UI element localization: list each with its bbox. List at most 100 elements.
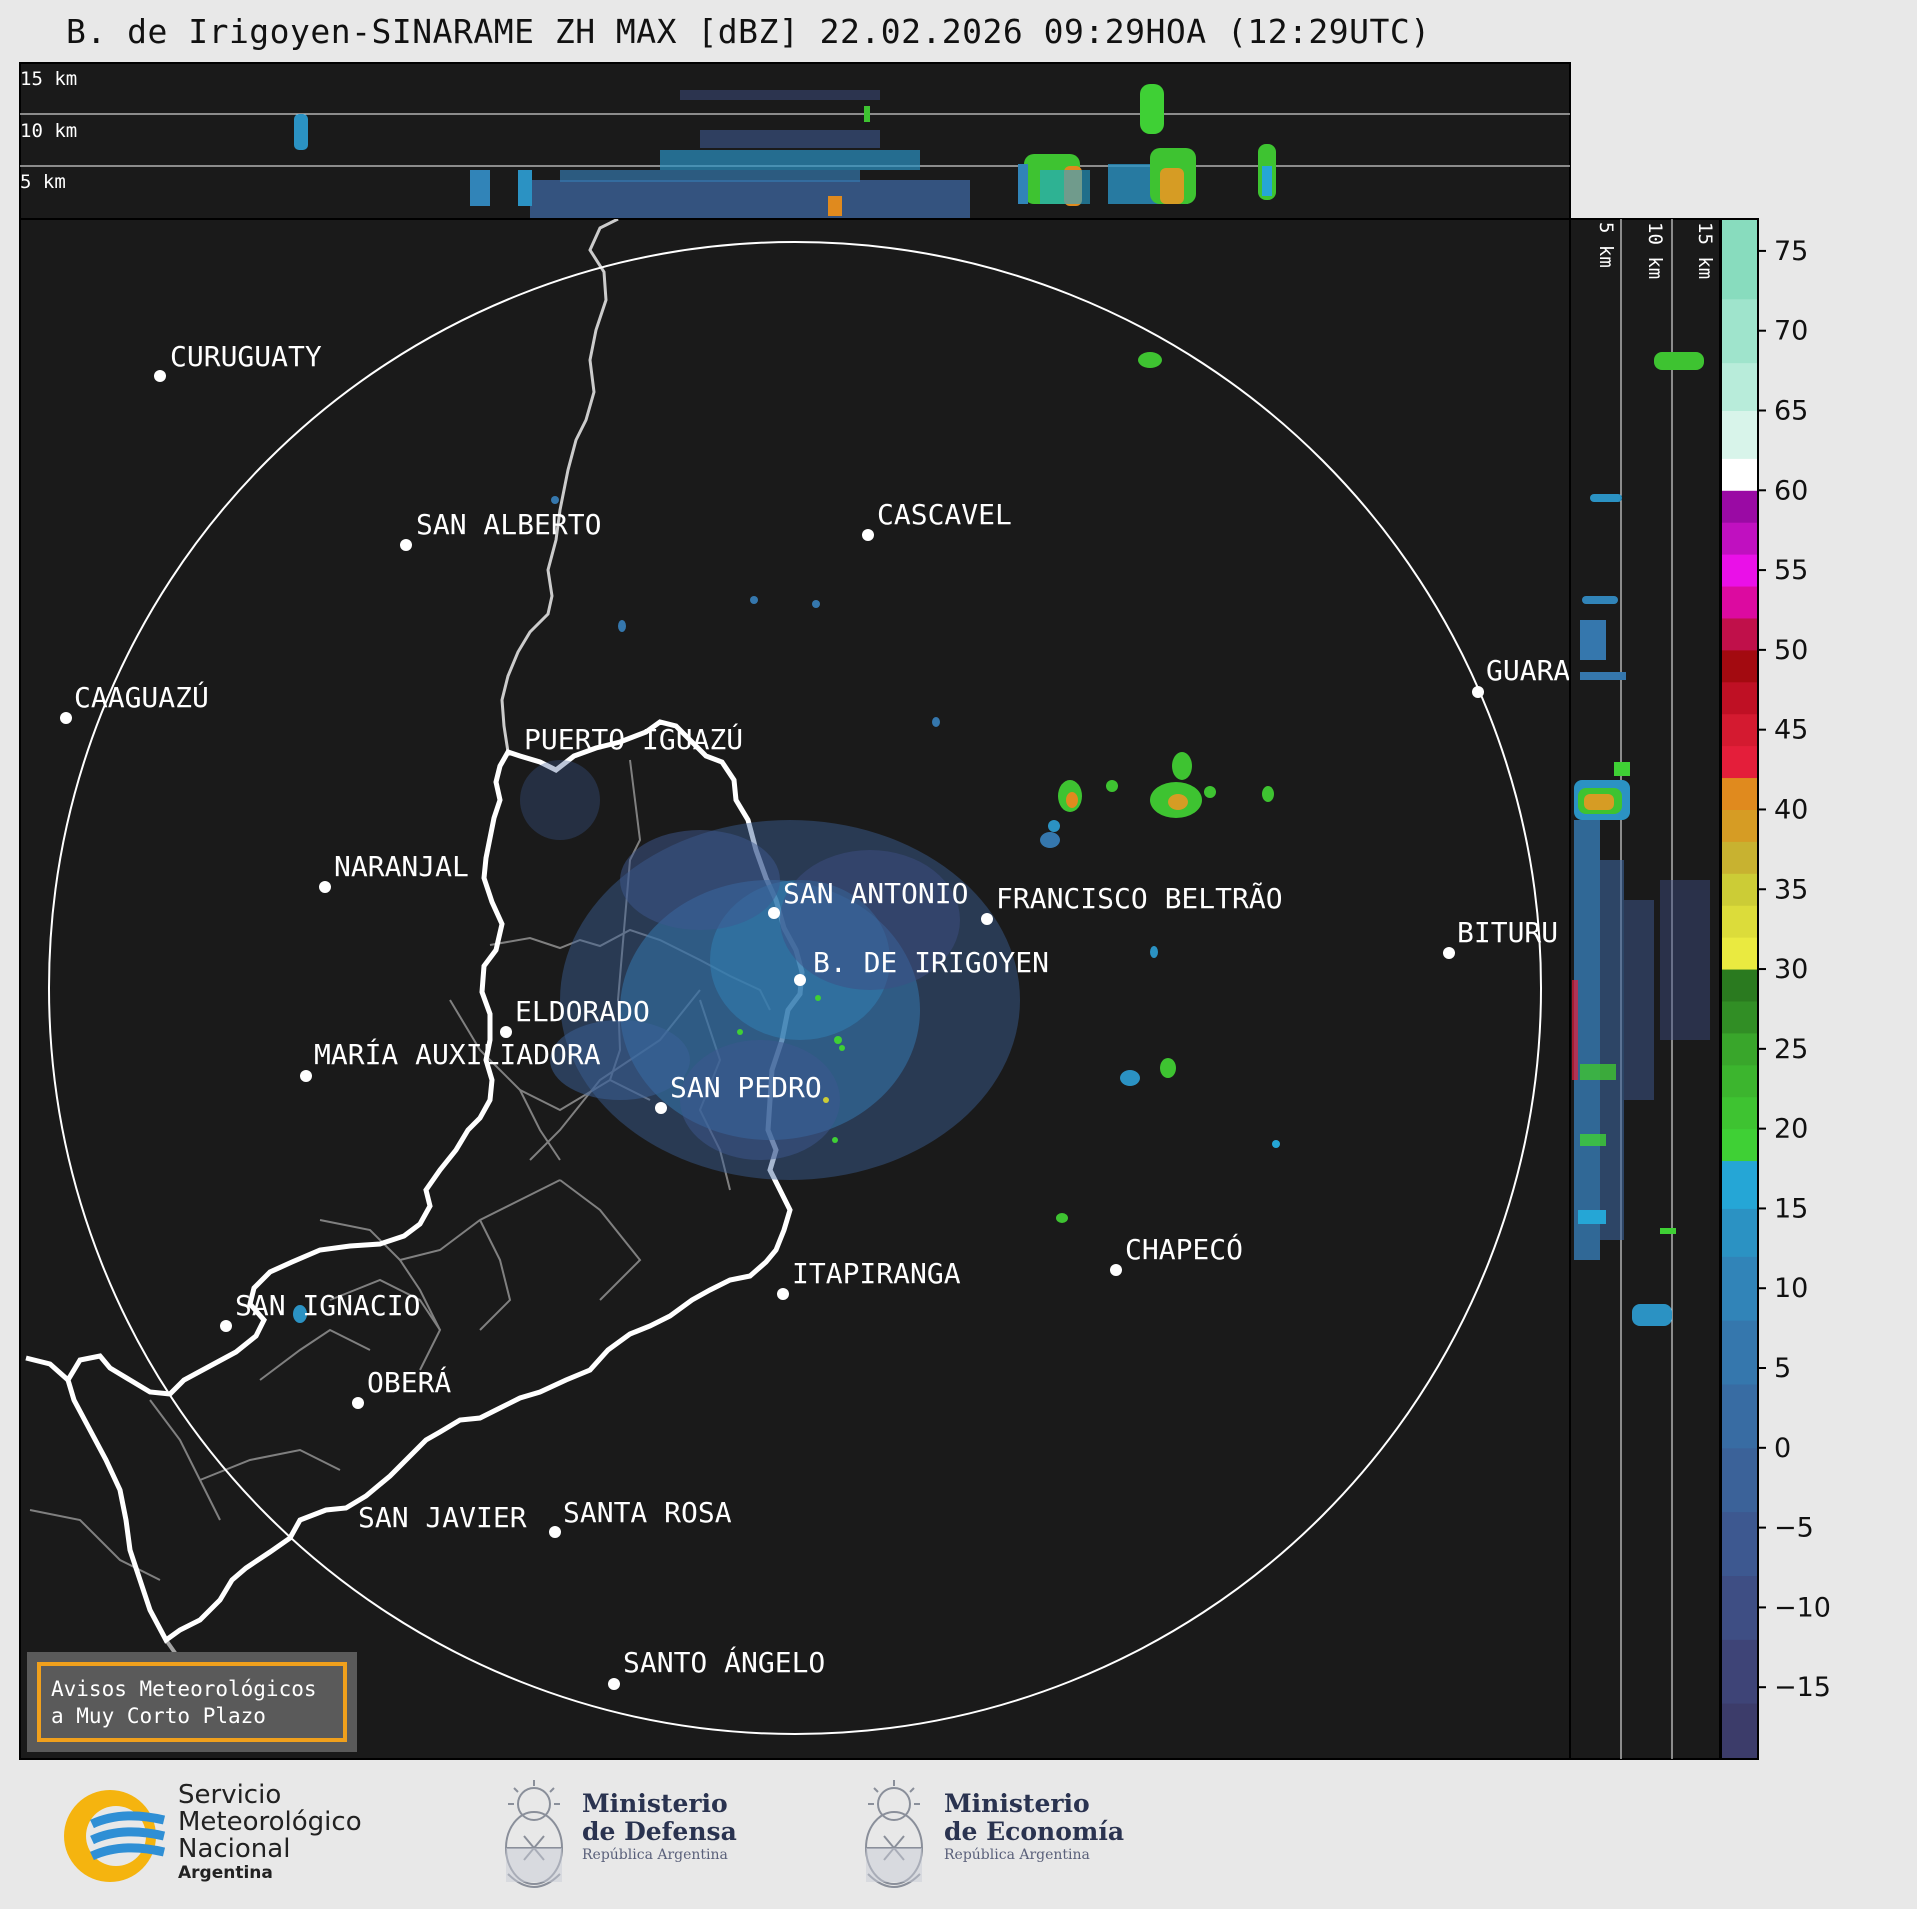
colorbar-band bbox=[1721, 809, 1758, 842]
colorbar-band bbox=[1721, 1032, 1758, 1066]
colorbar-band bbox=[1721, 713, 1758, 747]
city-label-cascavel: CASCAVEL bbox=[877, 498, 1012, 531]
colorbar-band bbox=[1721, 1128, 1758, 1162]
city-label-maria-auxiliadora: MARÍA AUXILIADORA bbox=[314, 1037, 601, 1071]
defensa-line2: de Defensa bbox=[582, 1817, 737, 1846]
colorbar-band bbox=[1721, 1383, 1758, 1449]
city-label-santa-rosa: SANTA ROSA bbox=[563, 1496, 732, 1529]
top-profile-label-5: 5 km bbox=[20, 171, 66, 193]
alert-box[interactable]: Avisos Meteorológicos a Muy Corto Plazo bbox=[27, 1652, 357, 1752]
colorbar-band bbox=[1721, 410, 1758, 459]
city-label-eldorado: ELDORADO bbox=[515, 995, 650, 1028]
colorbar-band bbox=[1721, 1000, 1758, 1034]
colorbar-band bbox=[1721, 1447, 1758, 1513]
colorbar-tick-label: 10 bbox=[1774, 1273, 1808, 1304]
colorbar-tick-label: 25 bbox=[1774, 1034, 1808, 1065]
colorbar-tick-label: 40 bbox=[1774, 794, 1808, 825]
colorbar-tick-label: 50 bbox=[1774, 635, 1808, 666]
colorbar-bands bbox=[1721, 219, 1758, 1760]
colorbar-tick-label: 55 bbox=[1774, 555, 1808, 586]
colorbar-band bbox=[1721, 1703, 1758, 1760]
colorbar-tick-label: 5 bbox=[1774, 1353, 1791, 1384]
smn-line3: Nacional bbox=[178, 1834, 291, 1864]
colorbar-band bbox=[1721, 1575, 1758, 1640]
colorbar-band bbox=[1721, 1208, 1758, 1257]
colorbar-band bbox=[1721, 219, 1758, 300]
colorbar-band bbox=[1721, 681, 1758, 715]
smn-line2: Meteorológico bbox=[178, 1807, 362, 1837]
smn-line1: Servicio bbox=[178, 1780, 282, 1810]
city-label-obera: OBERÁ bbox=[367, 1365, 451, 1399]
city-label-curuguaty: CURUGUATY bbox=[170, 340, 322, 373]
colorbar-band bbox=[1721, 298, 1758, 364]
colorbar-tick-label: 0 bbox=[1774, 1433, 1791, 1464]
colorbar-tick-label: 45 bbox=[1774, 715, 1808, 746]
radar-map: CURUGUATY SAN ALBERTO CASCAVEL CAAGUAZÚ … bbox=[19, 218, 1571, 1760]
colorbar-tick-label: 70 bbox=[1774, 316, 1808, 347]
side-height-profile: 5 km 10 km 15 km bbox=[1569, 218, 1721, 1760]
colorbar-band bbox=[1721, 1064, 1758, 1098]
city-label-chapeco: CHAPECÓ bbox=[1125, 1232, 1243, 1266]
top-profile-echoes bbox=[294, 84, 1276, 218]
city-label-bituru: BITURU bbox=[1457, 916, 1558, 949]
colorbar-tick-label: 75 bbox=[1774, 236, 1808, 267]
colorbar-band bbox=[1721, 1256, 1758, 1321]
city-label-itapiranga: ITAPIRANGA bbox=[792, 1257, 961, 1290]
top-profile-label-15: 15 km bbox=[20, 68, 77, 90]
top-profile-label-10: 10 km bbox=[20, 120, 77, 142]
city-label-guara: GUARA bbox=[1486, 654, 1570, 687]
footer: Servicio Meteorológico Nacional Argentin… bbox=[0, 1760, 1917, 1909]
side-profile-echoes bbox=[1572, 352, 1710, 1326]
city-label-caaguazu: CAAGUAZÚ bbox=[74, 680, 209, 714]
city-label-b-de-irigoyen: B. DE IRIGOYEN bbox=[813, 946, 1049, 979]
colorbar-band bbox=[1721, 617, 1758, 651]
side-profile-label-10: 10 km bbox=[1644, 222, 1666, 279]
colorbar-band bbox=[1721, 873, 1758, 906]
colorbar-band bbox=[1721, 905, 1758, 938]
city-markers bbox=[60, 370, 1484, 1690]
city-label-francisco-beltrao: FRANCISCO BELTRÃO bbox=[996, 882, 1283, 915]
colorbar-band bbox=[1721, 969, 1758, 1002]
colorbar-tick-label: −15 bbox=[1774, 1672, 1831, 1703]
colorbar-band bbox=[1721, 777, 1758, 810]
side-profile-label-5: 5 km bbox=[1595, 222, 1617, 268]
colorbar-tick-label: 35 bbox=[1774, 874, 1808, 905]
colorbar-tick-label: 65 bbox=[1774, 396, 1808, 427]
colorbar-band bbox=[1721, 554, 1758, 587]
alert-box-line1: Avisos Meteorológicos bbox=[51, 1677, 317, 1701]
colorbar-band bbox=[1721, 937, 1758, 970]
colorbar-band bbox=[1721, 649, 1758, 683]
colorbar-band bbox=[1721, 1511, 1758, 1576]
colorbar-band bbox=[1721, 490, 1758, 523]
city-label-santo-angelo: SANTO ÁNGELO bbox=[623, 1645, 825, 1679]
smn-line4: Argentina bbox=[178, 1863, 273, 1883]
parana-river bbox=[500, 219, 619, 753]
economia-line2: de Economía bbox=[944, 1817, 1125, 1846]
city-label-san-ignacio: SAN IGNACIO bbox=[235, 1289, 420, 1322]
argentina-coat-of-arms-icon bbox=[505, 1780, 563, 1888]
colorbar-band bbox=[1721, 458, 1758, 491]
colorbar-tick-label: 20 bbox=[1774, 1114, 1808, 1145]
colorbar-band bbox=[1721, 586, 1758, 619]
radar-echoes bbox=[293, 352, 1280, 1323]
colorbar-band bbox=[1721, 1320, 1758, 1385]
smn-logo bbox=[64, 1790, 166, 1882]
colorbar-tick-label: −5 bbox=[1774, 1513, 1814, 1544]
city-label-san-antonio: SAN ANTONIO bbox=[783, 877, 968, 910]
colorbar-band bbox=[1721, 1639, 1758, 1704]
colorbar-tick-label: 60 bbox=[1774, 475, 1808, 506]
range-ring bbox=[48, 241, 1542, 1735]
map-title: B. de Irigoyen-SINARAME ZH MAX [dBZ] 22.… bbox=[66, 12, 1431, 51]
economia-line3: República Argentina bbox=[944, 1847, 1090, 1863]
city-label-san-pedro: SAN PEDRO bbox=[670, 1071, 822, 1104]
colorbar-band bbox=[1721, 522, 1758, 555]
city-label-naranjal: NARANJAL bbox=[334, 850, 469, 883]
side-profile-label-15: 15 km bbox=[1694, 222, 1716, 279]
economia-line1: Ministerio bbox=[944, 1789, 1090, 1818]
colorbar-tick-label: 15 bbox=[1774, 1193, 1808, 1224]
city-label-san-javier: SAN JAVIER bbox=[358, 1501, 527, 1534]
argentina-coat-of-arms-icon bbox=[865, 1780, 923, 1888]
colorbar-tick-label: −10 bbox=[1774, 1592, 1831, 1623]
